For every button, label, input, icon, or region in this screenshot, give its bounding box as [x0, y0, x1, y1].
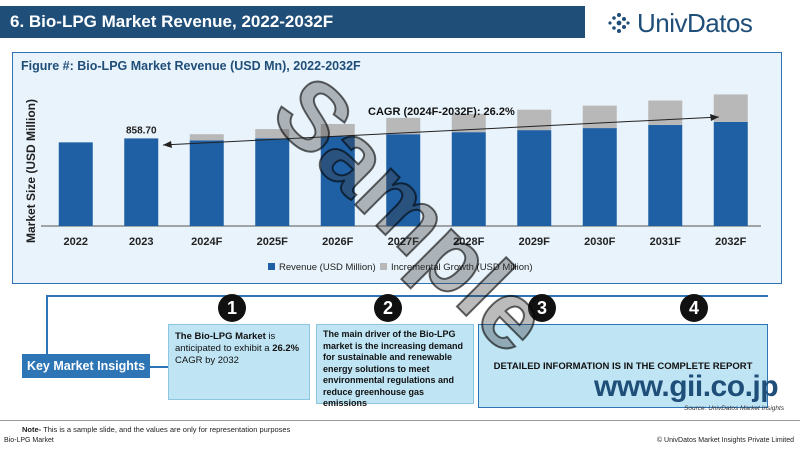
x-tick-2032F: 2032F: [715, 236, 746, 248]
insight-number-1: 1: [218, 294, 246, 322]
x-tick-2027F: 2027F: [388, 236, 419, 248]
source-text: Source: UnivDatos Market Insights: [684, 405, 785, 412]
x-tick-2024F: 2024F: [191, 236, 222, 248]
incremental-bar-2030F: [582, 105, 617, 129]
x-tick-labels: 2022 2023 2024F 2025F 2026F 2027F 2028F 2029F 20…: [64, 236, 747, 248]
note-text: This is a sample slide, and the values a…: [41, 425, 291, 434]
cagr-label: CAGR (2024F-2032F): 26.2%: [368, 106, 515, 118]
logo-text: UnivDatos: [637, 7, 753, 38]
x-tick-2025F: 2025F: [257, 236, 288, 248]
legend-swatch-1: [380, 263, 387, 270]
globe-logo-icon: [608, 13, 630, 33]
connector-line-branch: [150, 366, 172, 368]
data-label-2023: 858.70: [126, 125, 157, 136]
revenue-bar-2030F: [582, 128, 617, 226]
footer-note: Note- This is a sample slide, and the va…: [22, 425, 290, 434]
legend-swatch-0: [268, 263, 275, 270]
detail-info-box: DETAILED INFORMATION IS IN THE COMPLETE …: [478, 324, 768, 408]
cagr-arrow-head-right: [710, 114, 719, 121]
insight-2-text: The main driver of the Bio-LPG market is…: [323, 329, 464, 408]
x-tick-2031F: 2031F: [650, 236, 681, 248]
revenue-bar-2023: [124, 138, 159, 226]
legend-label-1: Incremental Growth (USD Million): [391, 262, 532, 273]
insight-1-part2: is anticipated to exhibit a: [175, 331, 276, 354]
insight-1-part4: CAGR by 2032: [175, 355, 239, 366]
footer-market-name: Bio-LPG Market: [4, 437, 54, 444]
key-market-insights-label: Key Market Insights: [22, 354, 150, 378]
incremental-bar-2029F: [517, 109, 552, 131]
incremental-bar-2024F: [189, 134, 224, 141]
x-tick-2028F: 2028F: [453, 236, 484, 248]
incremental-bar-2025F: [255, 129, 290, 139]
data-labels: 858.70: [126, 125, 157, 136]
x-tick-2030F: 2030F: [584, 236, 615, 248]
footer-divider: [0, 420, 800, 421]
revenue-bar-2024F: [189, 140, 224, 226]
x-tick-2022: 2022: [64, 236, 88, 248]
x-tick-2023: 2023: [129, 236, 153, 248]
incremental-bar-2027F: [386, 117, 421, 135]
insight-number-4: 4: [680, 294, 708, 322]
note-label: Note-: [22, 425, 42, 434]
connector-line-vertical: [46, 295, 48, 355]
bar-chart: Market Size (USD Million) 2022 2023 2024F 2…: [24, 94, 761, 273]
cagr-arrow-head-left: [163, 141, 172, 148]
footer-copyright: © UnivDatos Market Insights Private Limi…: [656, 437, 794, 444]
detail-info-text: DETAILED INFORMATION IS IN THE COMPLETE …: [493, 360, 753, 372]
revenue-bar-2027F: [386, 134, 421, 226]
revenue-bar-2026F: [320, 136, 355, 226]
incremental-bar-2028F: [451, 113, 486, 133]
x-tick-2026F: 2026F: [322, 236, 353, 248]
chart-legend: Revenue (USD Million) Incremental Growth …: [268, 262, 532, 273]
cagr-annotation: CAGR (2024F-2032F): 26.2%: [162, 106, 720, 148]
chart-panel: Figure #: Bio-LPG Market Revenue (USD Mn…: [12, 52, 782, 284]
incremental-bar-2026F: [320, 124, 355, 137]
brand-logo: UnivDatos: [605, 8, 795, 38]
incremental-bar-2032F: [713, 94, 748, 122]
connector-line-top: [46, 295, 768, 297]
y-axis-label: Market Size (USD Million): [24, 99, 38, 243]
insight-1-part1: The Bio-LPG Market: [175, 331, 266, 342]
cagr-arrow-line: [162, 116, 720, 146]
insight-number-3: 3: [528, 294, 556, 322]
incremental-bar-2031F: [648, 100, 683, 126]
insight-1-part3: 26.2%: [272, 343, 300, 354]
revenue-bar-2029F: [517, 130, 552, 226]
legend-label-0: Revenue (USD Million): [279, 262, 376, 273]
revenue-bar-2031F: [648, 125, 683, 226]
revenue-bar-2022: [58, 142, 93, 226]
watermark-text: www.gii.co.jp: [594, 370, 779, 403]
figure-title: Figure #: Bio-LPG Market Revenue (USD Mn…: [21, 59, 361, 73]
insight-box-1: The Bio-LPG Market is anticipated to exh…: [168, 324, 310, 400]
insight-number-2: 2: [374, 294, 402, 322]
bars-group: [58, 94, 748, 226]
insight-box-2: The main driver of the Bio-LPG market is…: [316, 324, 474, 408]
x-tick-2029F: 2029F: [519, 236, 550, 248]
revenue-bar-2025F: [255, 138, 290, 226]
page-title: 6. Bio-LPG Market Revenue, 2022-2032F: [0, 6, 585, 38]
revenue-bar-2028F: [451, 132, 486, 226]
revenue-bar-2032F: [713, 121, 748, 226]
